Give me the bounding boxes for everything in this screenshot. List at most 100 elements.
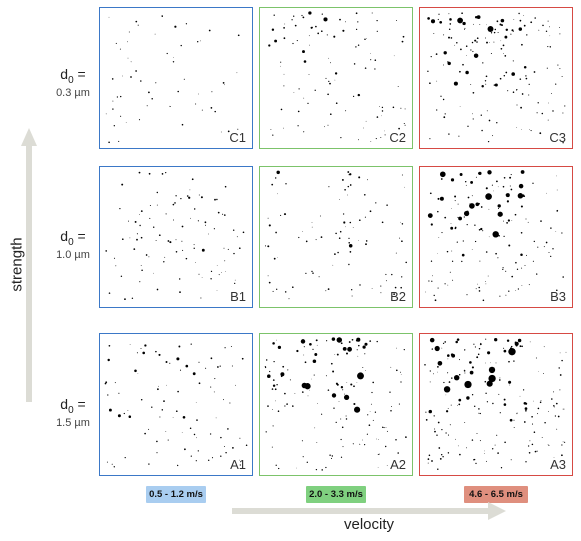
speckle xyxy=(518,12,520,15)
particle-image-c2 xyxy=(268,11,406,142)
speckle xyxy=(352,227,354,228)
particle-cluster xyxy=(465,70,469,75)
speckle xyxy=(438,237,440,238)
speckle xyxy=(140,399,143,401)
speckle xyxy=(181,123,184,126)
speckle xyxy=(224,260,226,262)
speckle xyxy=(105,250,108,252)
speckle xyxy=(401,276,403,278)
panel-a1: A1 xyxy=(99,333,253,476)
particle-cluster xyxy=(268,224,271,227)
speckle xyxy=(427,70,429,73)
speckle xyxy=(562,408,564,410)
particle-cluster xyxy=(524,407,528,410)
speckle xyxy=(115,265,117,267)
speckle xyxy=(155,240,157,242)
panel-label-a2: A2 xyxy=(390,457,406,472)
speckle xyxy=(165,171,167,174)
particle-cluster xyxy=(448,36,450,39)
speckle xyxy=(451,250,453,252)
particle-cluster xyxy=(130,76,132,78)
speckle xyxy=(465,184,467,186)
particle-cluster xyxy=(340,386,344,389)
speckle xyxy=(379,106,380,107)
speckle xyxy=(320,236,323,238)
speckle xyxy=(179,369,182,371)
speckle xyxy=(210,270,213,273)
speckle xyxy=(485,392,487,395)
speckle xyxy=(479,260,481,262)
speckle xyxy=(369,210,372,213)
speckle xyxy=(235,384,237,386)
speckle xyxy=(341,426,344,429)
speckle xyxy=(546,67,548,69)
speckle xyxy=(374,411,377,413)
particle-cluster xyxy=(458,216,463,221)
speckle xyxy=(464,349,466,351)
particle-cluster xyxy=(201,248,205,252)
speckle xyxy=(503,74,506,77)
particle-cluster xyxy=(470,180,474,184)
speckle xyxy=(465,45,468,47)
speckle xyxy=(530,130,532,132)
speckle xyxy=(198,194,200,196)
speckle xyxy=(489,42,490,43)
speckle xyxy=(149,217,151,219)
particle-cluster xyxy=(466,396,470,400)
particle-cluster xyxy=(357,372,364,380)
particle-cluster xyxy=(133,248,136,250)
particle-cluster xyxy=(456,338,460,341)
speckle xyxy=(528,83,530,86)
speckle xyxy=(325,290,327,292)
speckle xyxy=(347,194,348,196)
particle-cluster xyxy=(430,223,433,226)
speckle xyxy=(127,41,128,43)
speckle xyxy=(129,237,131,239)
speckle xyxy=(238,247,241,250)
speckle xyxy=(267,217,269,219)
speckle xyxy=(127,410,129,411)
particle-cluster xyxy=(525,402,528,405)
particle-cluster xyxy=(167,240,170,242)
particle-cluster xyxy=(300,339,306,344)
speckle xyxy=(462,63,464,66)
particle-cluster xyxy=(511,29,514,32)
speckle xyxy=(471,41,474,44)
speckle xyxy=(280,108,283,111)
particle-cluster xyxy=(505,71,508,74)
speckle xyxy=(437,421,440,424)
speckle xyxy=(114,382,116,384)
speckle xyxy=(541,437,543,439)
speckle xyxy=(311,378,312,380)
speckle xyxy=(561,232,563,234)
speckle xyxy=(175,195,177,197)
particle-cluster xyxy=(185,364,189,368)
speckle xyxy=(454,200,456,202)
speckle xyxy=(294,24,297,27)
particle-cluster xyxy=(504,35,508,39)
speckle xyxy=(330,457,333,459)
speckle xyxy=(211,457,214,459)
speckle xyxy=(526,254,527,256)
speckle xyxy=(172,219,175,221)
speckle xyxy=(484,80,487,82)
speckle xyxy=(345,418,348,420)
speckle xyxy=(482,62,484,64)
speckle xyxy=(156,440,158,443)
speckle xyxy=(498,393,500,395)
particle-cluster xyxy=(108,344,111,347)
speckle xyxy=(488,236,490,238)
particle-cluster xyxy=(434,345,440,352)
speckle xyxy=(462,240,464,242)
particle-cluster xyxy=(509,176,512,179)
speckle xyxy=(272,425,274,427)
particle-cluster xyxy=(515,344,518,347)
speckle xyxy=(315,239,317,241)
speckle xyxy=(326,340,328,342)
speckle xyxy=(236,236,238,238)
speckle xyxy=(489,362,491,364)
speckle xyxy=(312,272,314,274)
speckle xyxy=(548,102,549,104)
speckle xyxy=(512,91,515,93)
particle-cluster xyxy=(479,343,482,346)
